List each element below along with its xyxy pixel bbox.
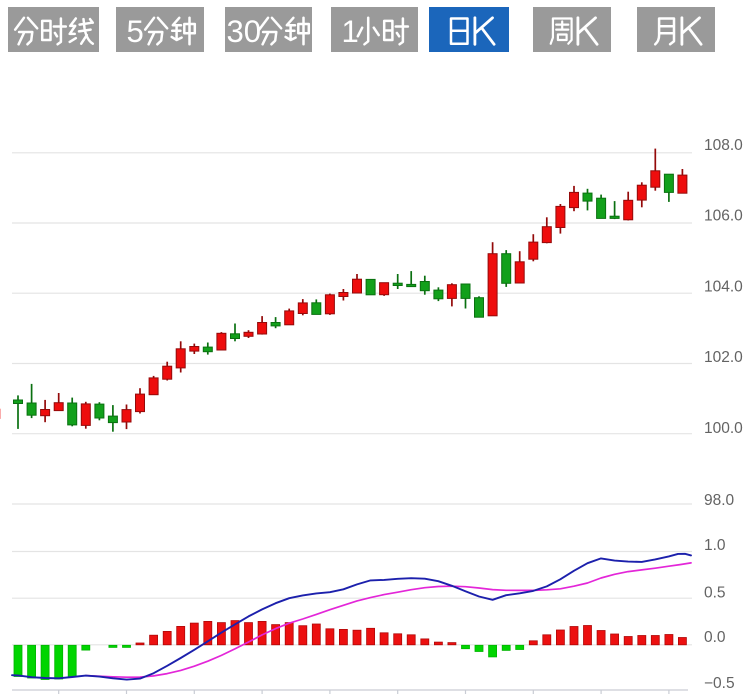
svg-text:0.0: 0.0 bbox=[704, 629, 726, 646]
svg-text:1.0: 1.0 bbox=[704, 537, 726, 554]
svg-text:102.0: 102.0 bbox=[704, 349, 743, 366]
svg-text:30: 30 bbox=[227, 14, 262, 49]
svg-text:0.5: 0.5 bbox=[704, 585, 726, 602]
svg-text:108.0: 108.0 bbox=[704, 137, 743, 154]
svg-text:−0.5: −0.5 bbox=[704, 675, 735, 692]
svg-text:106.0: 106.0 bbox=[704, 208, 743, 225]
svg-text:98.0: 98.0 bbox=[704, 492, 735, 509]
svg-text:5: 5 bbox=[127, 14, 144, 49]
svg-text:1: 1 bbox=[342, 14, 359, 49]
svg-text:104.0: 104.0 bbox=[704, 278, 743, 295]
svg-text:100.0: 100.0 bbox=[704, 420, 743, 437]
